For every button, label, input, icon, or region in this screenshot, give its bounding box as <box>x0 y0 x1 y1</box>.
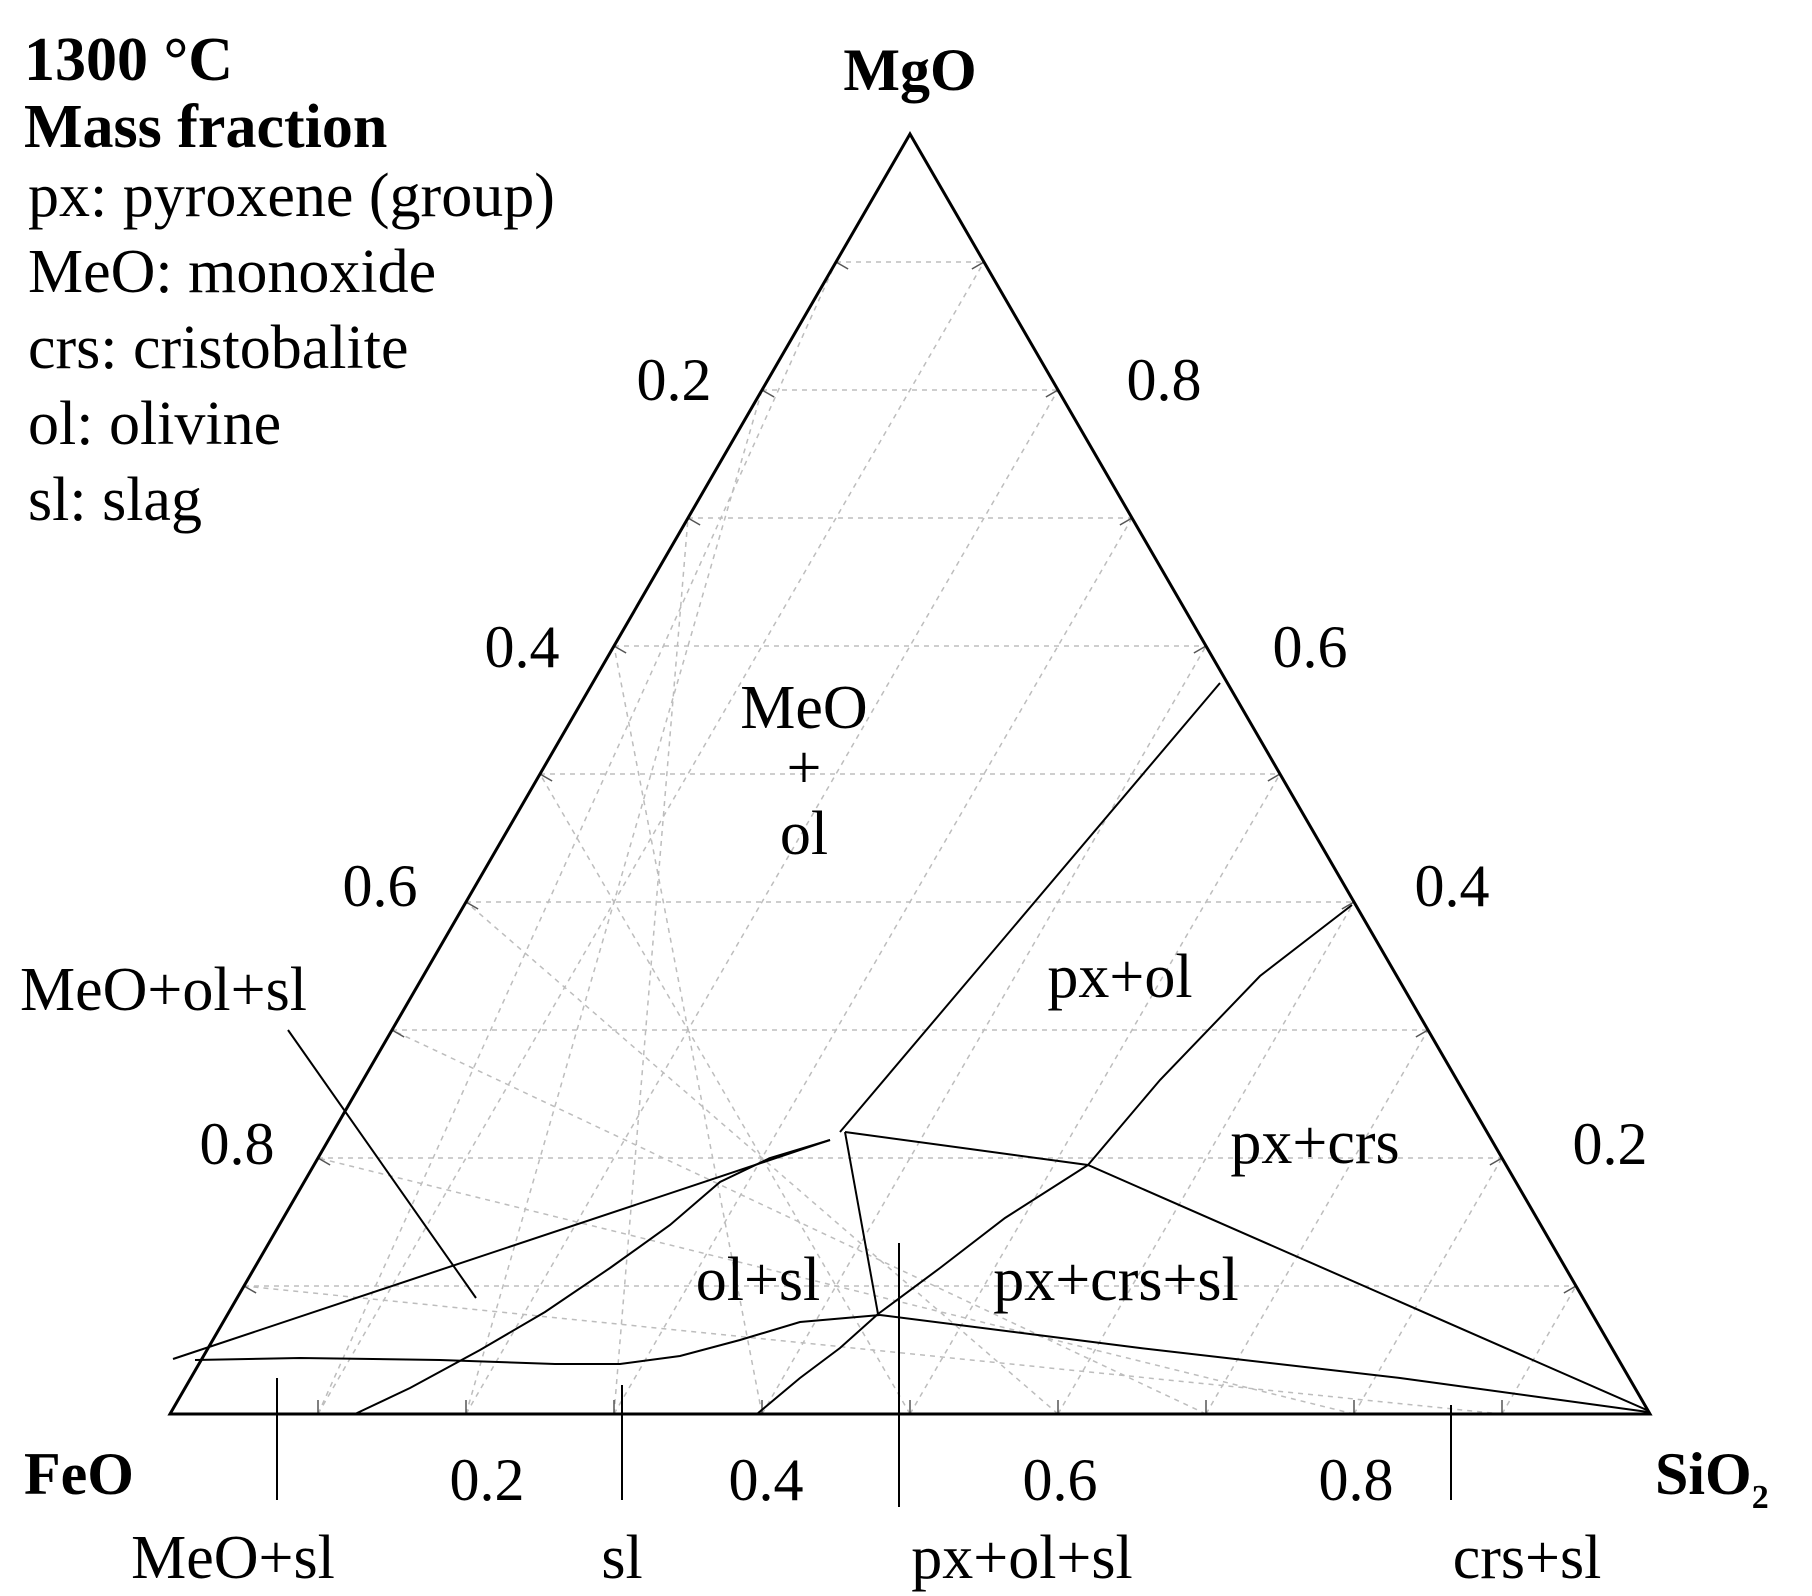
grid-line <box>909 773 1281 1415</box>
tick-mark <box>1045 389 1059 398</box>
basis-label: Mass fraction <box>24 93 387 161</box>
grid-line <box>613 517 1133 1415</box>
vertex-label-top: MgO <box>843 37 976 103</box>
tick-mark <box>317 1157 331 1166</box>
grid-line <box>465 389 1059 1415</box>
boundary-ol-sl-left <box>354 1139 831 1415</box>
ternary-grid <box>243 261 1577 1415</box>
region-label-crs-sl: crs+sl <box>1453 1524 1602 1592</box>
vertex-label-right: SiO2 <box>1655 1441 1769 1516</box>
tick-label-left: 0.6 <box>343 853 418 919</box>
grid-line <box>243 1285 1503 1415</box>
tick-mark <box>1489 1157 1503 1166</box>
tick-mark <box>243 1285 257 1294</box>
region-label-meo-ol-line2: + <box>787 734 822 802</box>
tick-mark <box>1193 645 1207 654</box>
tick-label-bottom: 0.8 <box>1319 1447 1394 1513</box>
tick-label-right: 0.6 <box>1273 614 1348 680</box>
grid-line <box>317 261 837 1415</box>
tick-mark <box>465 901 479 910</box>
leader-lines <box>276 1029 1452 1507</box>
tick-mark <box>1267 773 1281 782</box>
tick-mark <box>613 645 627 654</box>
tick-mark <box>539 773 553 782</box>
legend-item-crs: crs: cristobalite <box>28 314 408 382</box>
boundary-meo-sl <box>194 1314 881 1365</box>
tick-label-right: 0.8 <box>1127 347 1202 413</box>
grid-line <box>1205 1029 1429 1415</box>
vertex-label-left: FeO <box>24 1441 134 1507</box>
region-label-px-ol: px+ol <box>1047 943 1192 1011</box>
tick-label-left: 0.4 <box>485 614 560 680</box>
tick-mark <box>835 261 849 270</box>
legend-item-meo: MeO: monoxide <box>28 238 436 306</box>
legend-item-px: px: pyroxene (group) <box>28 162 555 230</box>
tick-mark <box>1341 901 1355 910</box>
boundary-px-crs-sl-lower <box>879 1314 1649 1413</box>
boundary-meo-ol-upper <box>172 1139 831 1360</box>
tick-mark <box>1119 517 1133 526</box>
tick-label-bottom: 0.6 <box>1023 1447 1098 1513</box>
vertex-label-right-subscript: 2 <box>1752 1479 1769 1516</box>
ternary-ticks <box>243 261 1577 1414</box>
boundary-px-crs-mid <box>877 904 1353 1315</box>
temperature-label: 1300 °C <box>24 26 233 94</box>
grid-line <box>1057 901 1355 1415</box>
phase-boundaries <box>172 682 1650 1415</box>
tick-label-left: 0.2 <box>637 347 712 413</box>
region-label-px-crs-sl: px+crs+sl <box>993 1246 1239 1314</box>
boundary-sl-px-ol-bottom <box>756 1313 879 1415</box>
region-labels: MeO + ol px+ol px+crs ol+sl px+crs+sl Me… <box>20 674 1601 1592</box>
region-label-meo-ol-line1: MeO <box>740 674 867 742</box>
grid-line <box>317 1157 1355 1415</box>
tick-mark <box>1563 1285 1577 1294</box>
tick-label-right: 0.2 <box>1573 1111 1648 1177</box>
tick-mark <box>391 1029 405 1038</box>
region-label-px-ol-sl: px+ol+sl <box>911 1524 1133 1592</box>
tick-label-right: 0.4 <box>1415 853 1490 919</box>
ternary-triangle-frame <box>167 131 1653 1416</box>
boundary-px-ol-sl-left <box>844 1131 879 1315</box>
region-label-meo-ol-sl: MeO+ol+sl <box>20 956 307 1024</box>
tick-mark <box>687 517 701 526</box>
grid-line <box>539 773 911 1415</box>
tick-mark <box>761 389 775 398</box>
region-label-sl: sl <box>601 1524 642 1592</box>
grid-line <box>317 261 985 1415</box>
tick-label-bottom: 0.2 <box>450 1447 525 1513</box>
grid-line <box>465 901 1059 1415</box>
region-label-meo-sl: MeO+sl <box>131 1524 335 1592</box>
grid-line <box>1501 1285 1577 1415</box>
tick-label-bottom: 0.4 <box>729 1447 804 1513</box>
boundary-ol-px <box>839 682 1221 1133</box>
region-label-ol-sl: ol+sl <box>696 1246 821 1314</box>
vertex-label-right-main: SiO <box>1655 1441 1752 1507</box>
grid-line <box>761 645 1207 1415</box>
region-label-meo-ol-line3: ol <box>780 800 828 868</box>
tick-mark <box>1415 1029 1429 1038</box>
tick-label-left: 0.8 <box>200 1111 275 1177</box>
grid-line <box>391 1029 1207 1415</box>
region-label-px-crs: px+crs <box>1230 1109 1399 1177</box>
legend-item-sl: sl: slag <box>28 466 202 534</box>
tick-mark <box>971 261 985 270</box>
tick-labels: 0.2 0.4 0.6 0.8 0.2 0.4 0.6 0.8 0.8 0.6 … <box>200 347 1648 1513</box>
leader-meo-ol-sl <box>287 1029 477 1299</box>
legend-item-ol: ol: olivine <box>28 390 281 458</box>
